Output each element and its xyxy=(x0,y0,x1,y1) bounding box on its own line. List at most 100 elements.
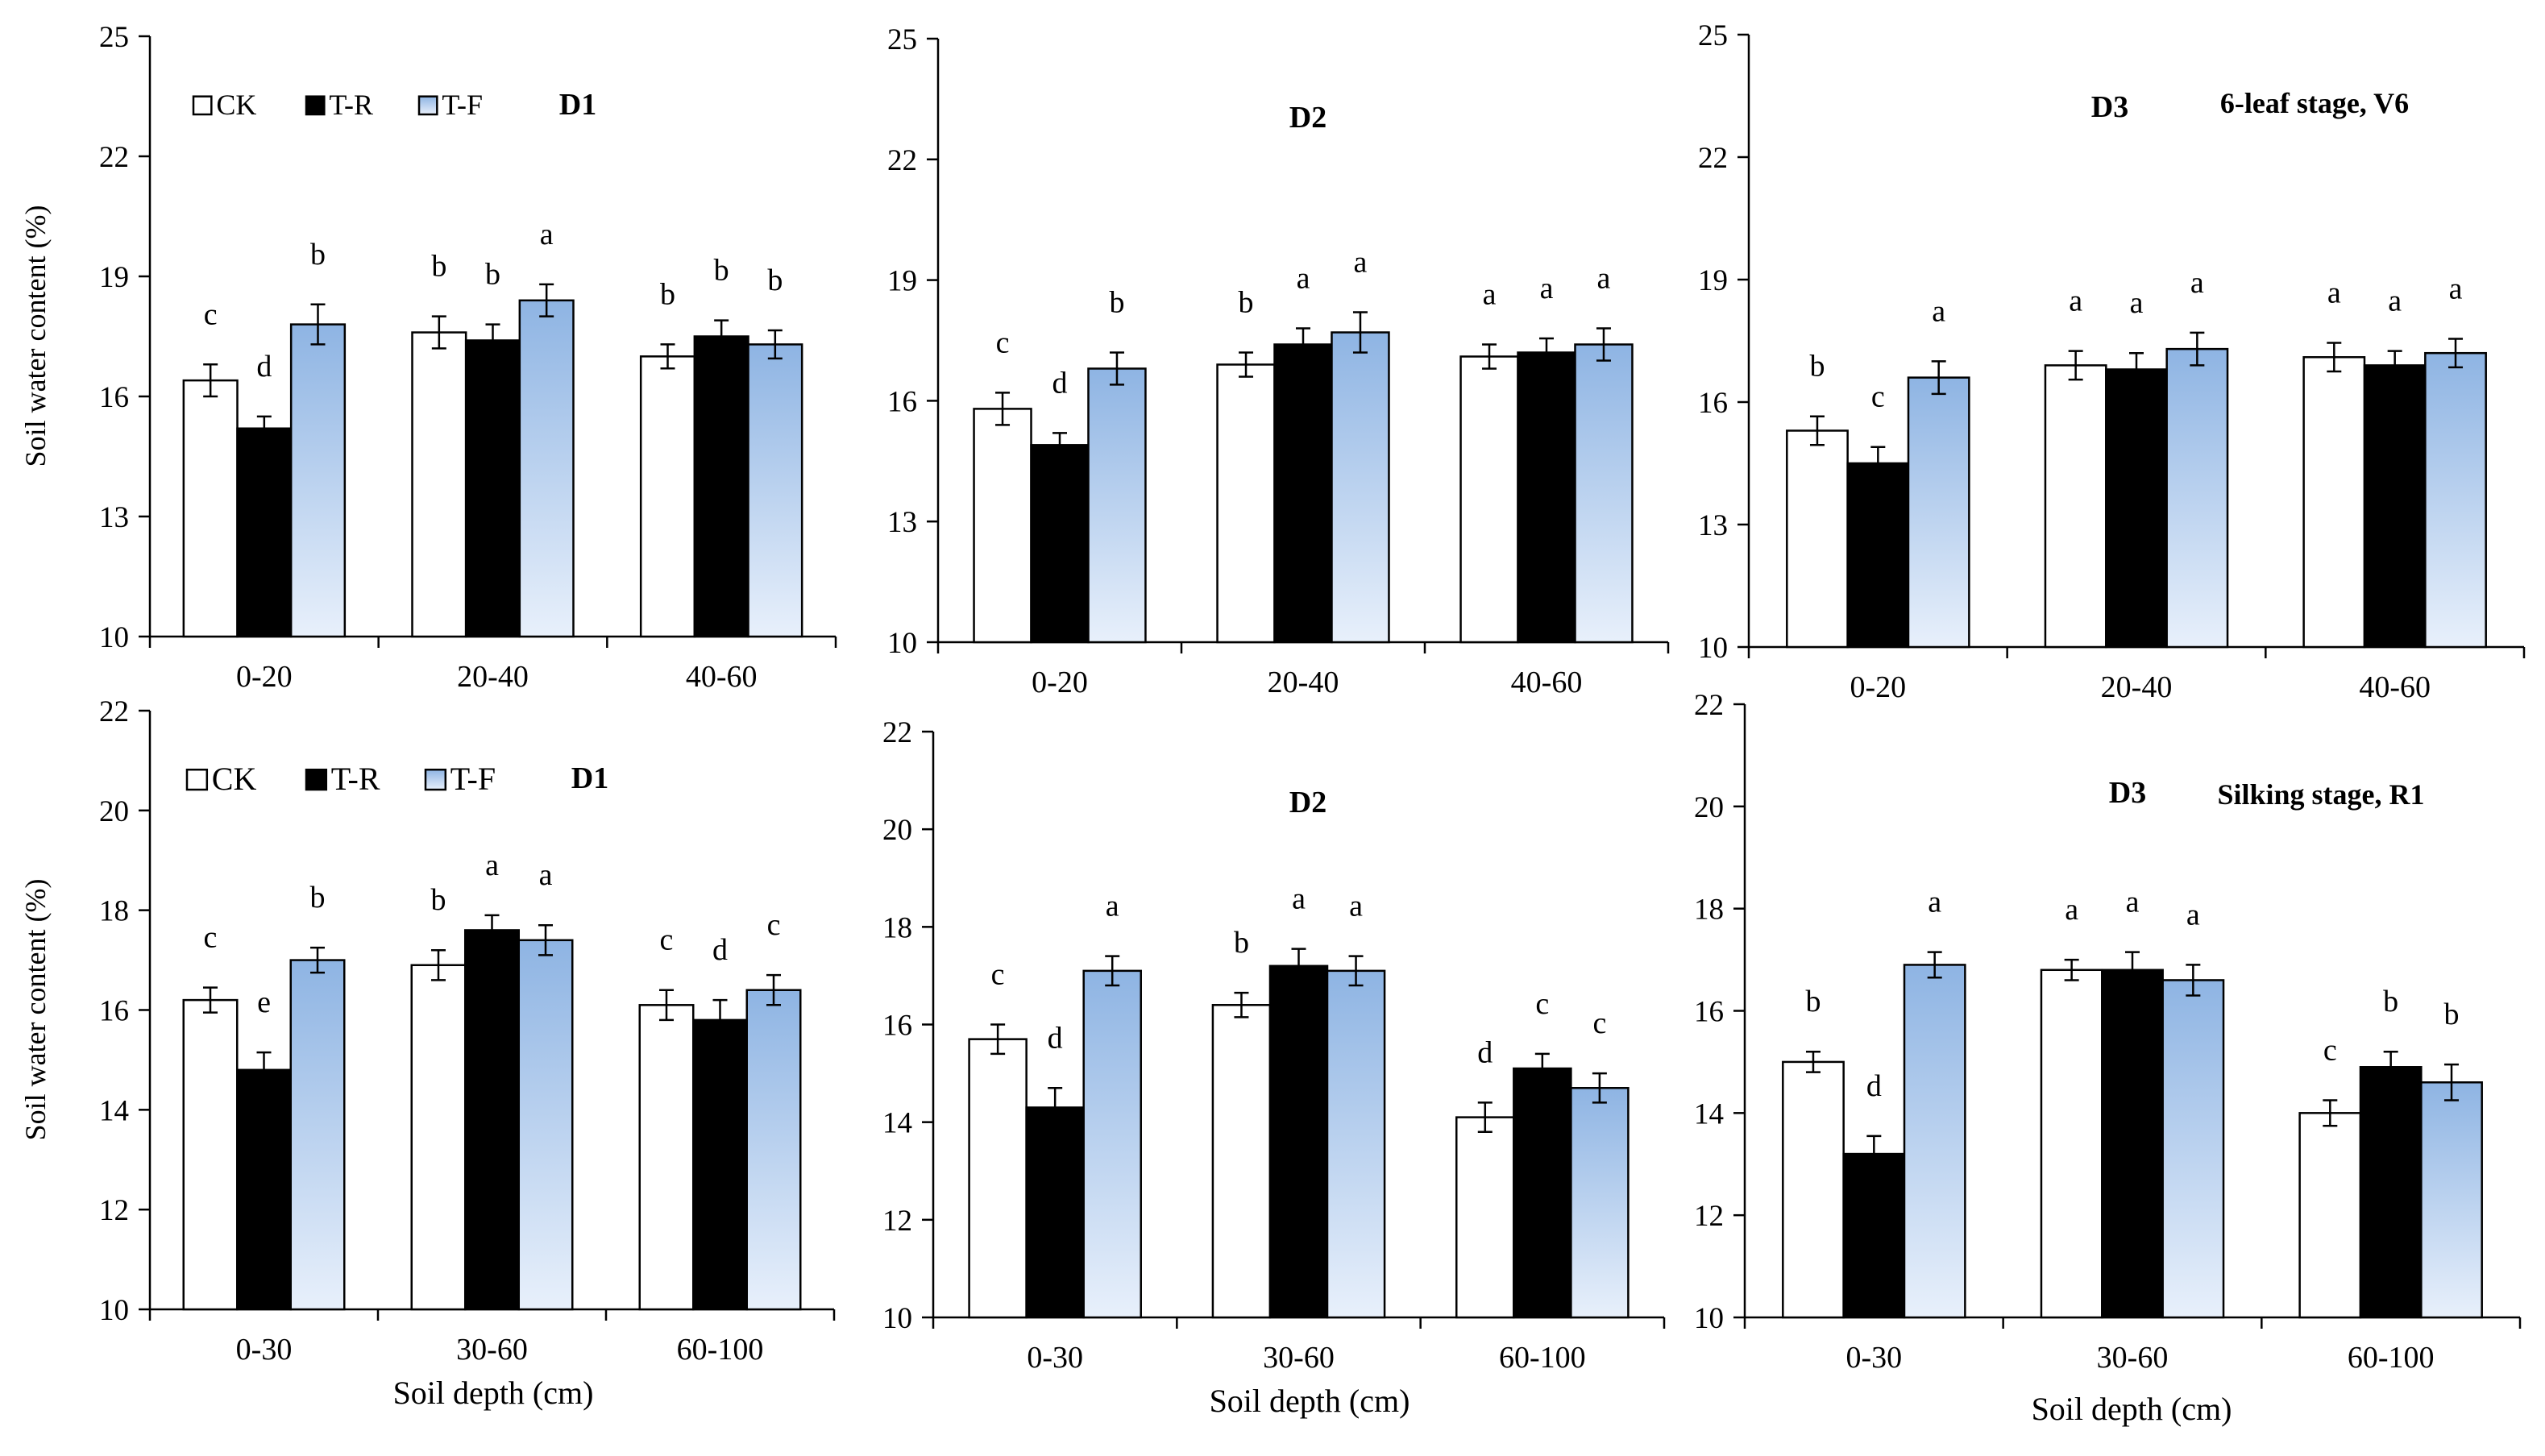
bar-CK xyxy=(2044,364,2107,649)
significance-letter: a xyxy=(1292,882,1306,916)
significance-letter: a xyxy=(1597,262,1611,296)
bar-T-R xyxy=(1030,444,1090,644)
bar-T-R xyxy=(463,929,521,1311)
significance-letter: b xyxy=(431,250,446,284)
legend: CK T-R T-F xyxy=(192,89,483,121)
legend-label-T-F: T-F xyxy=(450,761,496,797)
significance-letter: a xyxy=(2449,272,2463,305)
y-tick-label: 16 xyxy=(1694,996,1724,1029)
y-tick-label: 22 xyxy=(887,144,917,177)
significance-letter: d xyxy=(256,350,272,384)
y-tick-label: 22 xyxy=(99,695,129,728)
panel-title: D2 xyxy=(1289,101,1326,135)
legend-label-T-R: T-R xyxy=(329,89,373,121)
significance-letter: a xyxy=(2130,286,2144,320)
bar-CK xyxy=(1211,1004,1272,1319)
significance-letter: a xyxy=(2069,284,2082,318)
y-tick-label: 18 xyxy=(99,895,129,928)
x-axis-label: Soil depth (cm) xyxy=(2032,1391,2232,1427)
y-tick-label: 19 xyxy=(1698,264,1728,297)
y-axis-label: Soil water content (%) xyxy=(19,879,52,1141)
x-tick-label: 0-20 xyxy=(236,660,293,694)
significance-letter: a xyxy=(1540,272,1554,305)
significance-letter: b xyxy=(2444,998,2460,1031)
significance-letter: b xyxy=(2383,985,2398,1018)
y-tick-label: 25 xyxy=(99,21,129,54)
bar-T-R xyxy=(691,1018,749,1311)
bar-CK xyxy=(1459,355,1519,644)
x-tick-label: 0-30 xyxy=(236,1333,293,1367)
significance-letter: c xyxy=(204,921,218,955)
significance-letter: b xyxy=(1809,350,1825,384)
y-tick-label: 19 xyxy=(887,265,917,298)
bar-CK xyxy=(639,355,696,638)
significance-letter: d xyxy=(1477,1035,1493,1069)
bar-T-R xyxy=(1517,351,1576,644)
significance-letter: c xyxy=(767,908,781,942)
bar-CK xyxy=(638,1004,695,1311)
legend-label-T-R: T-R xyxy=(331,761,380,797)
significance-letter: a xyxy=(1106,890,1119,923)
y-tick-label: 18 xyxy=(1694,894,1724,927)
y-tick-label: 16 xyxy=(1698,387,1728,420)
significance-letter: b xyxy=(1109,285,1124,319)
significance-letter: a xyxy=(2388,284,2402,318)
significance-letter: a xyxy=(540,218,554,251)
bar-CK xyxy=(1786,429,1849,649)
bar-T-R xyxy=(235,1068,293,1311)
y-tick-label: 22 xyxy=(882,716,912,749)
x-tick-label: 60-100 xyxy=(677,1333,764,1367)
bar-T-F xyxy=(1082,969,1142,1319)
legend-swatch-T-R xyxy=(305,95,326,116)
y-axis-label: Soil water content (%) xyxy=(19,205,52,467)
chart-panel-top-D1: 10 13 16 19 22 25 0-20 c d b 20-40 b b a 40-60 b b b D1 CK T… xyxy=(19,21,837,694)
x-axis-label: Soil depth (cm) xyxy=(393,1375,594,1411)
x-tick-label: 0-20 xyxy=(1032,666,1088,699)
x-tick-label: 30-60 xyxy=(2097,1341,2169,1375)
significance-letter: a xyxy=(2186,898,2200,931)
x-tick-label: 40-60 xyxy=(686,660,758,694)
significance-letter: a xyxy=(1932,294,1945,328)
significance-letter: c xyxy=(204,297,218,331)
bar-CK xyxy=(182,379,239,638)
significance-letter: a xyxy=(1928,886,1941,919)
y-tick-label: 14 xyxy=(882,1107,912,1140)
significance-letter: e xyxy=(257,985,271,1019)
bar-T-R xyxy=(1842,1152,1906,1319)
significance-letter: c xyxy=(2323,1033,2337,1067)
significance-letter: a xyxy=(2065,893,2078,927)
y-tick-label: 10 xyxy=(1698,632,1728,665)
bar-T-F xyxy=(1326,969,1386,1319)
significance-letter: c xyxy=(1535,987,1549,1021)
bar-CK xyxy=(2302,356,2366,649)
y-tick-label: 20 xyxy=(882,814,912,847)
y-tick-label: 12 xyxy=(882,1205,912,1238)
significance-letter: d xyxy=(1048,1021,1063,1055)
significance-letter: b xyxy=(1805,985,1821,1018)
bar-T-F xyxy=(2420,1081,2483,1319)
bar-T-F xyxy=(1903,964,1966,1319)
significance-letter: a xyxy=(2126,886,2140,919)
legend: CK T-R T-F xyxy=(185,761,496,797)
significance-letter: b xyxy=(1239,285,1254,319)
legend-swatch-T-F xyxy=(417,95,438,116)
y-tick-label: 12 xyxy=(99,1194,129,1227)
bar-CK xyxy=(2040,969,2103,1319)
y-tick-label: 25 xyxy=(887,23,917,56)
y-tick-label: 10 xyxy=(99,1294,129,1327)
bar-CK xyxy=(1782,1060,1845,1319)
x-tick-label: 30-60 xyxy=(1263,1341,1335,1375)
x-tick-label: 0-20 xyxy=(1850,670,1907,704)
y-tick-label: 20 xyxy=(1694,791,1724,824)
y-tick-label: 25 xyxy=(1698,19,1728,52)
bar-T-F xyxy=(1570,1087,1630,1319)
bar-T-F xyxy=(1574,343,1634,644)
chart-panel-bottom-D3: 10 12 14 16 18 20 22 0-30 b d a 30-60 a a a 60-100 c b b D3… xyxy=(1694,689,2522,1427)
bar-T-R xyxy=(693,335,749,638)
y-tick-label: 20 xyxy=(99,795,129,828)
y-tick-label: 16 xyxy=(99,995,129,1028)
panel-stage-label: 6-leaf stage, V6 xyxy=(2220,87,2409,119)
bar-CK xyxy=(2298,1112,2362,1319)
significance-letter: b xyxy=(310,881,326,915)
